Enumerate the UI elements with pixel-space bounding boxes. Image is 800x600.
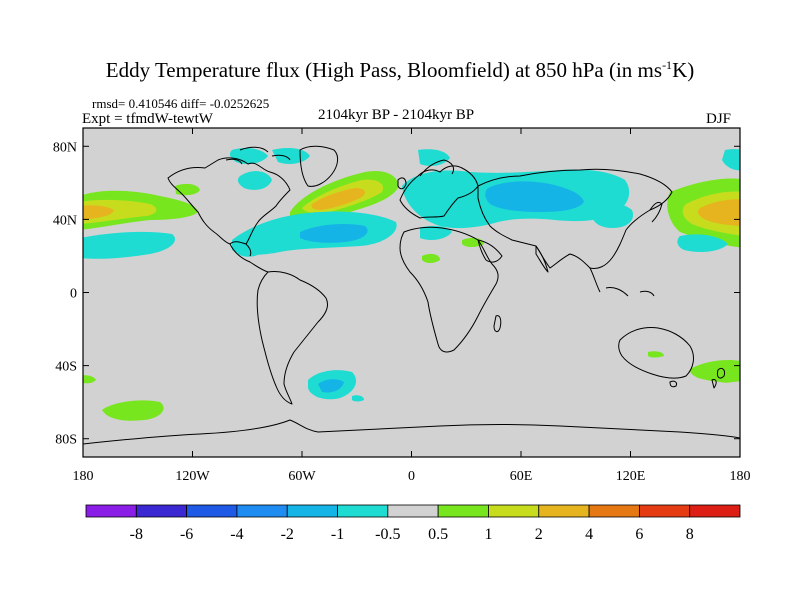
contour-eurasia-lightblue [485,181,584,212]
title-prefix: Eddy Temperature flux (High Pass, Bloomf… [105,58,663,82]
contour-north-atlantic-orange [311,188,365,210]
coast-florida [245,243,252,257]
lon-tick-label: 120W [175,469,210,484]
coast-southeast-asia [589,267,655,297]
coast-japan [649,201,663,223]
colorbar-label: 2 [535,526,543,543]
contour-caribbean-cyan [238,245,262,257]
lat-tick-label: 0 [70,287,77,302]
colorbar-swatch [638,504,691,518]
colorbar-label: 1 [484,526,492,543]
coast-arctic-islands [225,146,291,165]
lat-tick-label: 80S [55,433,77,448]
contour-atlantic-lightblue [300,224,368,243]
coast-antarctica [83,419,740,445]
contour-east-asia-cyan [591,202,634,228]
contour-pacific-west-cyan [677,234,728,252]
colorbar-swatch [538,504,590,518]
colorbar-label: -4 [230,526,243,543]
coast-africa [399,226,499,353]
coast-south-america [256,271,329,405]
lon-tick-label: 180 [73,469,94,484]
colorbar-label: -8 [130,526,143,543]
coast-new-zealand [711,367,725,389]
contour-south-atlantic-green [83,375,96,384]
axis-tick-labels: 80N 40N 0 40S 80S 180 120W 60W 0 60E 120E 180 [53,140,751,484]
contour-southern-cyan [352,395,364,402]
colorbar-swatch [135,504,188,518]
coast-tasmania [669,380,677,388]
coast-asia [477,168,673,269]
colorbar-swatch [236,504,288,518]
contour-sahara-green [422,253,440,263]
colorbar-swatch [387,504,439,518]
axis-ticks [82,128,741,457]
colorbar-label: 4 [585,526,593,543]
coast-central-america [229,243,269,273]
colorbar-label: -1 [331,526,344,543]
lon-tick-label: 0 [408,469,415,484]
colorbar-label: -2 [281,526,294,543]
contour-south-pacific-green [102,400,164,421]
colorbar-label: 6 [635,526,643,543]
colorbar-swatch [85,504,137,518]
lon-tick-label: 60E [510,469,533,484]
colorbar-swatch [588,504,640,518]
map-background [83,128,740,457]
coast-arabia [477,239,503,263]
coastlines [83,145,740,445]
coast-scandinavia [419,159,455,177]
colorbar-swatch [437,504,489,518]
coast-madagascar [493,315,502,333]
contour-great-lakes-cyan [237,171,272,190]
colorbar-label: 0.5 [428,526,448,543]
lat-tick-label: 80N [53,140,77,155]
lon-tick-label: 60W [288,469,316,484]
coast-north-america [167,157,291,245]
colorbar-swatch [488,504,540,518]
stats-label: rmsd= 0.410546 diff= -0.0252625 [92,96,270,111]
season-label: DJF [706,111,732,127]
contour-pacific-far-east-cyan [722,149,740,171]
contour-north-pacific-east-orange [83,205,114,220]
colorbar-label: -6 [180,526,193,543]
lat-tick-label: 40N [53,213,77,228]
period-label: 2104kyr BP - 2104kyr BP [318,107,475,123]
flux-contours [83,145,740,445]
colorbar-label: -0.5 [375,526,400,543]
lat-tick-label: 40S [55,360,77,375]
contour-greenland-cyan [418,149,450,166]
coast-greenland [299,145,339,187]
contour-north-pacific-cyan [83,231,176,259]
coast-india [535,245,549,273]
colorbar-swatch [186,504,238,518]
colorbar-swatch [689,504,741,518]
title-suffix: K) [672,58,695,82]
title-superscript: -1 [662,58,673,72]
contour-australia-north-green [648,351,664,358]
contour-south-atlantic-lightblue [318,379,344,393]
contour-north-pacific-west-orange [698,199,740,226]
lon-tick-label: 120E [616,469,646,484]
experiment-label: Expt = tfmdW-tewtW [82,111,213,127]
colorbar-swatch [337,504,389,518]
coast-uk [397,177,407,190]
colorbar: -8 -6 -4 -2 -1 -0.5 0.5 1 2 4 6 8 [85,504,741,543]
contour-nz-green [716,371,740,383]
contour-gulf-alaska-green [175,183,200,196]
colorbar-swatch [286,504,338,518]
lon-tick-label: 180 [730,469,751,484]
contour-north-pacific-east-yellow [83,199,157,224]
map-title: Eddy Temperature flux (High Pass, Bloomf… [0,58,800,83]
coast-australia [618,327,694,379]
colorbar-label: 8 [686,526,694,543]
contour-mediterranean-cyan [420,225,452,240]
